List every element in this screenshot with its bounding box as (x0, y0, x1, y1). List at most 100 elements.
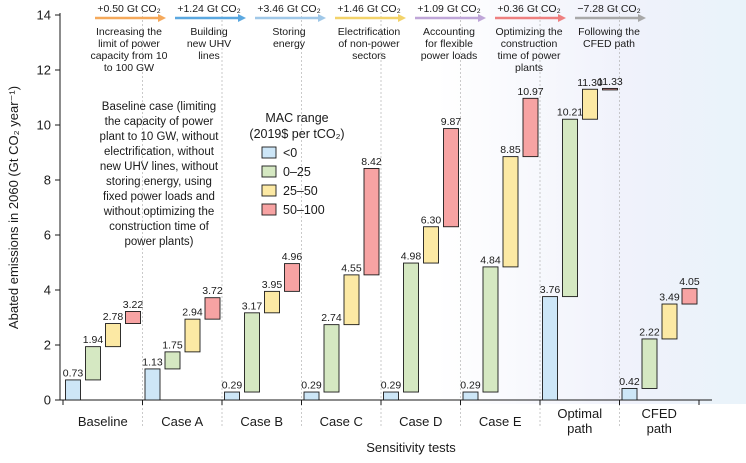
y-tick-label: 14 (37, 8, 51, 23)
transition-arrow-head (238, 14, 246, 22)
bar-segment (363, 167, 380, 276)
bar-segment (443, 128, 459, 228)
transition-arrow-head (478, 14, 486, 22)
bar-value-label: 4.98 (401, 251, 422, 263)
bar-segment (482, 266, 499, 393)
bars: 0.73 1.94 2.783.22 1.13 1.75 2.94 3.72 0.29 3.17… (63, 76, 700, 401)
arrow-description: time of power (497, 50, 561, 62)
category-label: Case D (399, 414, 442, 429)
bar-value-label: 11.33 (597, 76, 623, 88)
arrow-description: limit of power (98, 38, 160, 50)
bar-value-label: 0.73 (63, 367, 84, 379)
legend: MAC range (2019$ per tCO₂) <0 0–25 25–50 50–1… (249, 111, 344, 217)
bar-segment (184, 318, 201, 353)
bar-value-label: 2.94 (182, 307, 203, 319)
arrow-value-label: +1.24 Gt CO₂ (177, 3, 240, 15)
transition-arrow-head (638, 14, 646, 22)
bar-value-label: 3.17 (242, 300, 263, 312)
y-tick-label: 2 (44, 338, 51, 353)
bar-value-label: 4.84 (480, 254, 501, 266)
legend-label: 25–50 (283, 184, 318, 198)
arrow-description: plants (515, 62, 543, 74)
arrow-description: power loads (421, 50, 478, 62)
bar-segment (582, 88, 598, 120)
arrow-description: Following the (578, 26, 640, 38)
category-label: CFED (642, 406, 677, 421)
annotation-line: new UHV lines, without (100, 161, 219, 173)
category-label: Baseline (78, 414, 128, 429)
transition-arrow-head (158, 14, 166, 22)
bar-value-label: 2.74 (321, 312, 342, 324)
bar-value-label: 0.42 (619, 376, 640, 388)
bar-value-label: 0.29 (301, 380, 322, 392)
legend-title: (2019$ per tCO₂) (249, 127, 344, 141)
legend-label: <0 (283, 146, 297, 160)
bar-segment (343, 274, 360, 326)
bar-segment (681, 288, 698, 305)
plot-background (60, 0, 746, 404)
annotation-line: electrification, without (104, 146, 215, 158)
arrow-description: sectors (352, 50, 386, 62)
annotation: Baseline case (limiting the capacity of p… (100, 101, 220, 248)
transition-arrow-head (398, 14, 406, 22)
annotation-line: storing energy, using (106, 176, 212, 188)
annotation-line: plant to 10 GW, without (100, 131, 220, 143)
legend-label: 0–25 (283, 165, 311, 179)
arrow-value-label: +0.36 Gt CO₂ (497, 3, 560, 15)
bar-segment (85, 346, 101, 381)
bar-value-label: 3.49 (659, 292, 680, 304)
bar-value-label: 8.85 (500, 144, 521, 156)
arrow-description: lines (198, 50, 220, 62)
bar-value-label: 9.87 (441, 116, 462, 128)
y-tick-label: 8 (44, 173, 51, 188)
bar-value-label: 4.55 (341, 262, 362, 274)
x-axis-label: Sensitivity tests (366, 440, 456, 455)
arrow-description: Optimizing the (495, 26, 562, 38)
arrow-description: of non-power (338, 38, 400, 50)
bar-value-label: 4.96 (282, 251, 303, 263)
arrow-description: energy (273, 38, 306, 50)
arrow-description: Building (190, 26, 228, 38)
arrow-description: CFED path (583, 38, 635, 50)
bar-value-label: 0.29 (460, 380, 481, 392)
bar-segment (383, 391, 399, 401)
legend-swatch (261, 203, 277, 216)
bar-segment (244, 312, 260, 393)
axes: 0 2 4 6 8 10 12 14 Abated emissions in 2060 (Gt … (6, 8, 712, 455)
annotation-line: the capacity of power (105, 116, 214, 128)
transition-arrow-head (558, 14, 566, 22)
arrow-description: Accounting (423, 26, 475, 38)
arrow-value-label: −7.28 Gt CO₂ (577, 3, 640, 15)
bar-value-label: 2.22 (639, 326, 660, 338)
y-tick-label: 0 (44, 393, 51, 408)
annotation-line: construction time of (109, 221, 210, 233)
bar-value-label: 8.42 (361, 156, 382, 168)
bar-segment (641, 338, 658, 389)
bar-value-label: 3.95 (262, 279, 283, 291)
bar-segment (204, 297, 221, 320)
bar-segment (502, 156, 519, 268)
bar-segment (65, 379, 81, 401)
category-label: path (647, 421, 672, 436)
legend-label: 50–100 (283, 203, 325, 217)
bar-segment (602, 87, 618, 91)
transition-arrow-head (318, 14, 326, 22)
category-label: path (567, 421, 592, 436)
arrow-description: capacity from 10 (90, 50, 167, 62)
bar-segment (621, 388, 638, 401)
bar-value-label: 10.97 (517, 86, 543, 98)
bar-segment (105, 323, 121, 348)
legend-swatch (261, 184, 277, 197)
bar-segment (462, 391, 479, 401)
bar-value-label: 3.72 (202, 285, 223, 297)
y-tick-label: 6 (44, 228, 51, 243)
arrow-description: for flexible (425, 38, 473, 50)
legend-swatch (261, 146, 277, 159)
bar-value-label: 3.22 (123, 299, 144, 311)
bar-value-label: 10.21 (557, 107, 583, 119)
bar-segment (264, 290, 280, 314)
bar-segment (323, 324, 340, 393)
bar-value-label: 1.94 (83, 334, 104, 346)
bar-value-label: 2.78 (103, 311, 124, 323)
